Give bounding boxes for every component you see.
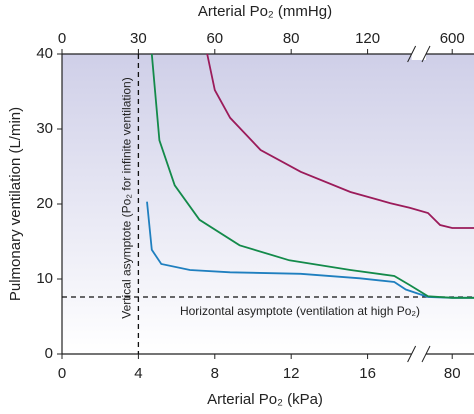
y-tick-label: 30 [36, 120, 53, 137]
y-tick-label: 40 [36, 45, 53, 62]
x-tick-label: 4 [134, 365, 142, 382]
y-tick-label: 20 [36, 195, 53, 212]
x2-tick-label: 80 [283, 30, 300, 47]
annotation: Horizontal asymptote (ventilation at hig… [180, 304, 420, 318]
y-tick-label: 0 [45, 345, 53, 362]
curve [150, 53, 474, 299]
y-axis-label: Pulmonary ventilation (L/min) [7, 107, 24, 301]
x2-tick-label: 0 [58, 30, 66, 47]
x-tick-label: 0 [58, 365, 66, 382]
plot-background [62, 54, 474, 354]
x2-axis-label: Arterial Po₂ (mmHg) [198, 3, 332, 20]
x-tick-label: 12 [283, 365, 300, 382]
x2-tick-label: 60 [206, 30, 223, 47]
axis-break-gap [411, 48, 426, 60]
axis-break [421, 45, 431, 63]
axis-break [421, 345, 431, 363]
x-tick-label: 16 [359, 365, 376, 382]
x2-tick-label: 120 [355, 30, 380, 47]
annotation: Vertical asymptote (Po₂ for infinite ven… [120, 77, 134, 318]
x2-tick-label: 600 [440, 30, 465, 47]
axis-break [407, 345, 417, 363]
x-tick-label: 80 [444, 365, 461, 382]
y-tick-label: 10 [36, 270, 53, 287]
curve [206, 53, 474, 229]
x2-tick-label: 30 [130, 30, 147, 47]
x-tick-label: 8 [211, 365, 219, 382]
axis-break-gap [411, 348, 426, 360]
x-axis-label: Arterial Po₂ (kPa) [207, 391, 323, 408]
axis-break [407, 45, 417, 63]
